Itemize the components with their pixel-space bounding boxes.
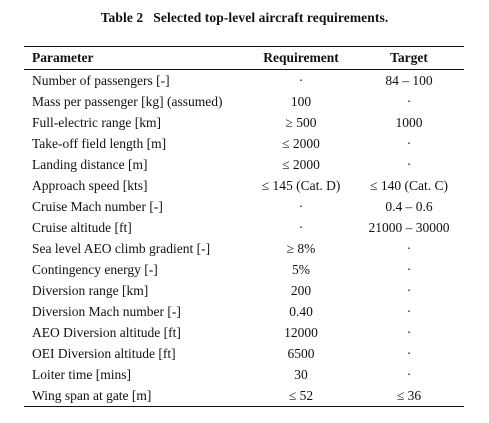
cell-target: 0.4 – 0.6 xyxy=(385,198,433,214)
table-caption: Table 2 Selected top-level aircraft requi… xyxy=(0,10,489,26)
table-body: Number of passengers [-] · 84 – 100 Mass pe… xyxy=(24,70,464,406)
cell-requirement: 100 xyxy=(290,93,312,109)
cell-target: · xyxy=(406,240,412,256)
cell-target: · xyxy=(406,345,412,361)
cell-requirement: 30 xyxy=(294,366,308,382)
table-row: Landing distance [m] ≤ 2000 · xyxy=(24,154,464,175)
cell-requirement: ≥ 8% xyxy=(286,240,316,256)
cell-requirement: 12000 xyxy=(284,324,318,340)
cell-target: · xyxy=(406,93,412,109)
cell-parameter: Landing distance [m] xyxy=(32,156,148,172)
header-parameter: Parameter xyxy=(32,50,94,65)
table-row: Number of passengers [-] · 84 – 100 xyxy=(24,70,464,91)
header-target: Target xyxy=(390,50,428,65)
cell-target: · xyxy=(406,282,412,298)
cell-requirement: ≥ 500 xyxy=(285,114,317,130)
requirements-table: Parameter Requirement Target Number of p… xyxy=(24,46,464,407)
cell-requirement: · xyxy=(298,198,304,214)
table-row: OEI Diversion altitude [ft] 6500 · xyxy=(24,343,464,364)
header-requirement: Requirement xyxy=(263,50,339,65)
table-top-rule xyxy=(24,46,464,47)
cell-requirement: 5% xyxy=(292,261,310,277)
table-row: Sea level AEO climb gradient [-] ≥ 8% · xyxy=(24,238,464,259)
table-row: Wing span at gate [m] ≤ 52 ≤ 36 xyxy=(24,385,464,406)
cell-parameter: Number of passengers [-] xyxy=(32,72,170,88)
cell-target: · xyxy=(406,324,412,340)
table-bottom-rule xyxy=(24,406,464,407)
table-row: Take-off field length [m] ≤ 2000 · xyxy=(24,133,464,154)
cell-parameter: Take-off field length [m] xyxy=(32,135,167,151)
cell-target: ≤ 36 xyxy=(396,387,422,403)
cell-requirement: ≤ 2000 xyxy=(282,135,320,151)
table-title: Selected top-level aircraft requirements… xyxy=(153,10,389,25)
cell-parameter: Mass per passenger [kg] (assumed) xyxy=(32,93,223,109)
cell-parameter: Wing span at gate [m] xyxy=(32,387,152,403)
table-row: Contingency energy [-] 5% · xyxy=(24,259,464,280)
cell-parameter: OEI Diversion altitude [ft] xyxy=(32,345,176,361)
cell-requirement: ≤ 2000 xyxy=(282,156,320,172)
table-row: Loiter time [mins] 30 · xyxy=(24,364,464,385)
table-header-row: Parameter Requirement Target xyxy=(24,47,464,69)
cell-parameter: Loiter time [mins] xyxy=(32,366,131,382)
cell-parameter: Cruise Mach number [-] xyxy=(32,198,163,214)
cell-requirement: · xyxy=(298,219,304,235)
cell-requirement: · xyxy=(298,72,304,88)
cell-parameter: Contingency energy [-] xyxy=(32,261,158,277)
cell-requirement: 0.40 xyxy=(289,303,313,319)
cell-requirement: ≤ 145 (Cat. D) xyxy=(261,177,341,193)
cell-parameter: Sea level AEO climb gradient [-] xyxy=(32,240,211,256)
cell-target: · xyxy=(406,156,412,172)
cell-target: ≤ 140 (Cat. C) xyxy=(370,177,448,193)
cell-requirement: 6500 xyxy=(287,345,315,361)
table-row: Approach speed [kts] ≤ 145 (Cat. D) ≤ 140 … xyxy=(24,175,464,196)
table-row: Diversion Mach number [-] 0.40 · xyxy=(24,301,464,322)
cell-target: 1000 xyxy=(395,114,423,130)
table-row: Cruise Mach number [-] · 0.4 – 0.6 xyxy=(24,196,464,217)
cell-target: · xyxy=(406,303,412,319)
cell-target: 84 – 100 xyxy=(385,72,433,88)
cell-requirement: 200 xyxy=(290,282,312,298)
cell-parameter: Full-electric range [km] xyxy=(32,114,161,130)
cell-target: · xyxy=(406,135,412,151)
table-row: Diversion range [km] 200 · xyxy=(24,280,464,301)
table-header-rule xyxy=(24,69,464,70)
cell-parameter: AEO Diversion altitude [ft] xyxy=(32,324,181,340)
cell-parameter: Approach speed [kts] xyxy=(32,177,148,193)
cell-target: 21000 – 30000 xyxy=(368,219,450,235)
cell-parameter: Diversion Mach number [-] xyxy=(32,303,181,319)
cell-parameter: Diversion range [km] xyxy=(32,282,149,298)
cell-target: · xyxy=(406,366,412,382)
table-row: Cruise altitude [ft] · 21000 – 30000 xyxy=(24,217,464,238)
table-row: Mass per passenger [kg] (assumed) 100 · xyxy=(24,91,464,112)
table-row: AEO Diversion altitude [ft] 12000 · xyxy=(24,322,464,343)
table-row: Full-electric range [km] ≥ 500 1000 xyxy=(24,112,464,133)
cell-parameter: Cruise altitude [ft] xyxy=(32,219,132,235)
table-number: Table 2 xyxy=(100,10,144,25)
cell-requirement: ≤ 52 xyxy=(288,387,314,403)
cell-target: · xyxy=(406,261,412,277)
